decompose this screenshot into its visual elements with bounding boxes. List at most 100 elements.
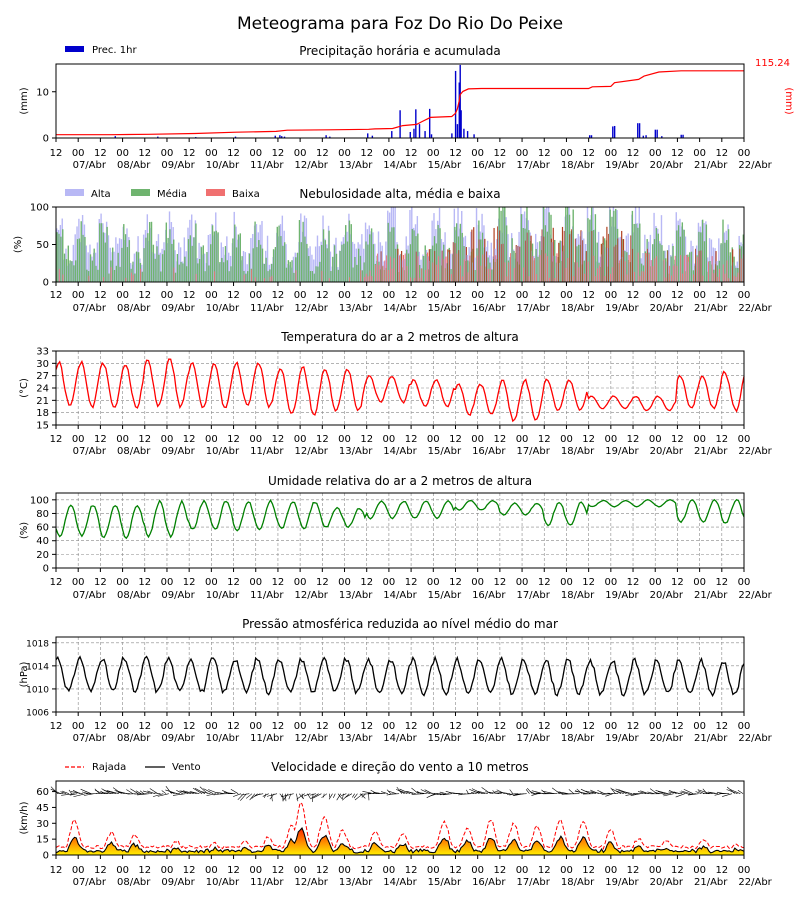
wind-direction-arrow: [281, 793, 294, 798]
wind-direction-arrow: [296, 793, 305, 800]
precip-right-axis-label: (mm): [783, 87, 794, 114]
humidity-x-tick-label: 12: [582, 577, 595, 588]
clouds-low-bar: [393, 258, 395, 282]
clouds-mid-bar: [267, 271, 269, 282]
wind-date-label: 21/Abr: [694, 877, 728, 888]
temp-y-tick-label: 30: [36, 359, 49, 370]
clouds-mid-bar: [232, 238, 234, 282]
wind-direction-arrow: [600, 792, 608, 794]
clouds-mid-bar: [504, 207, 506, 282]
precip-bar: [463, 128, 465, 138]
wind-direction-arrow: [264, 793, 267, 798]
clouds-low-bar: [214, 271, 216, 282]
clouds-low-bar: [739, 248, 741, 282]
wind-direction-arrow: [170, 792, 180, 794]
clouds-mid-bar: [82, 234, 84, 282]
clouds-mid-bar: [424, 245, 426, 282]
precip-x-tick-label: 12: [316, 148, 329, 159]
clouds-low-bar: [695, 248, 697, 282]
precip-x-tick-label: 00: [738, 148, 751, 159]
clouds-mid-bar: [282, 245, 284, 282]
precip-bar: [680, 134, 682, 138]
clouds-mid-bar: [407, 253, 410, 282]
wind-direction-arrow: [310, 793, 319, 800]
clouds-x-tick-label: 12: [715, 290, 728, 301]
clouds-x-tick-label: 00: [205, 290, 218, 301]
clouds-mid-bar: [62, 229, 64, 282]
clouds-low-bar: [674, 255, 676, 282]
clouds-x-tick-label: 00: [161, 290, 174, 301]
wind-direction-arrow: [688, 793, 699, 796]
clouds-low-bar: [417, 256, 419, 282]
humidity-x-tick-label: 12: [50, 577, 63, 588]
wind-direction-arrow: [69, 793, 78, 796]
precip-x-tick-label: 12: [715, 148, 728, 159]
temp-date-label: 14/Abr: [383, 446, 417, 457]
humidity-date-label: 17/Abr: [516, 590, 550, 601]
precip-y-tick-label: 0: [43, 134, 49, 145]
clouds-mid-bar: [134, 273, 136, 282]
precip-x-tick-label: 12: [582, 148, 595, 159]
wind-direction-arrow: [622, 790, 633, 794]
humidity-plot-frame: [55, 492, 745, 569]
precip-legend-label: Prec. 1hr: [92, 45, 137, 56]
wind-direction-arrow: [126, 789, 133, 794]
clouds-mid-bar: [123, 224, 125, 282]
clouds-mid-bar: [115, 265, 118, 282]
precip-x-tick-label: 00: [471, 148, 484, 159]
wind-direction-arrow: [655, 790, 669, 794]
temp-date-label: 11/Abr: [250, 446, 284, 457]
humidity-x-tick-label: 12: [494, 577, 507, 588]
wind-direction-arrow: [192, 787, 203, 794]
precip-bar: [424, 131, 426, 138]
precip-x-tick-label: 00: [383, 148, 396, 159]
temp-x-tick-label: 12: [183, 434, 196, 445]
precip-accumulated-line: [56, 70, 744, 136]
clouds-high-bar: [440, 238, 443, 282]
clouds-mid-bar: [137, 252, 140, 282]
wind-x-tick-label: 12: [405, 865, 418, 876]
wind-direction-arrow: [180, 790, 192, 794]
clouds-low-bar: [195, 273, 197, 282]
clouds-mid-bar: [224, 246, 227, 282]
clouds-mid-bar: [69, 260, 71, 282]
pressure-x-tick-label: 12: [316, 721, 329, 732]
temp-chart-title: Temperatura do ar a 2 metros de altura: [280, 330, 519, 344]
precip-chart-title: Precipitação horária e acumulada: [299, 44, 501, 58]
wind-x-tick-label: 00: [604, 865, 617, 876]
humidity-x-tick-label: 00: [649, 577, 662, 588]
humidity-x-tick-label: 12: [538, 577, 551, 588]
clouds-low-bar: [656, 256, 658, 282]
humidity-date-label: 18/Abr: [561, 590, 595, 601]
clouds-mid-bar: [328, 230, 330, 282]
clouds-mid-bar: [559, 240, 561, 282]
temp-x-tick-label: 12: [316, 434, 329, 445]
clouds-mid-bar: [193, 237, 195, 282]
wind-direction-arrow: [80, 788, 92, 794]
clouds-mid-bar: [341, 244, 343, 282]
humidity-x-tick-label: 00: [427, 577, 440, 588]
precip-bar: [612, 126, 614, 138]
clouds-low-bar: [630, 235, 632, 282]
clouds-low-bar: [571, 229, 573, 282]
clouds-low-bar: [443, 259, 445, 282]
clouds-x-tick-label: 00: [249, 290, 262, 301]
clouds-mid-bar: [221, 257, 223, 282]
clouds-low-bar: [452, 242, 454, 282]
clouds-mid-bar: [263, 263, 266, 282]
wind-direction-arrow: [190, 791, 200, 794]
wind-direction-arrow: [610, 787, 616, 794]
clouds-mid-bar: [361, 270, 364, 282]
wind-direction-arrow: [473, 791, 486, 794]
precip-x-tick-label: 00: [338, 148, 351, 159]
humidity-x-tick-label: 00: [693, 577, 706, 588]
clouds-mid-bar: [352, 267, 354, 282]
precip-bar: [613, 125, 616, 138]
clouds-low-bar: [425, 269, 427, 282]
clouds-mid-bar: [76, 239, 79, 282]
clouds-low-bar: [650, 260, 652, 282]
wind-direction-arrow: [574, 790, 588, 794]
clouds-mid-bar: [587, 218, 589, 282]
clouds-low-bar: [715, 251, 717, 282]
wind-direction-arrow: [361, 793, 366, 798]
